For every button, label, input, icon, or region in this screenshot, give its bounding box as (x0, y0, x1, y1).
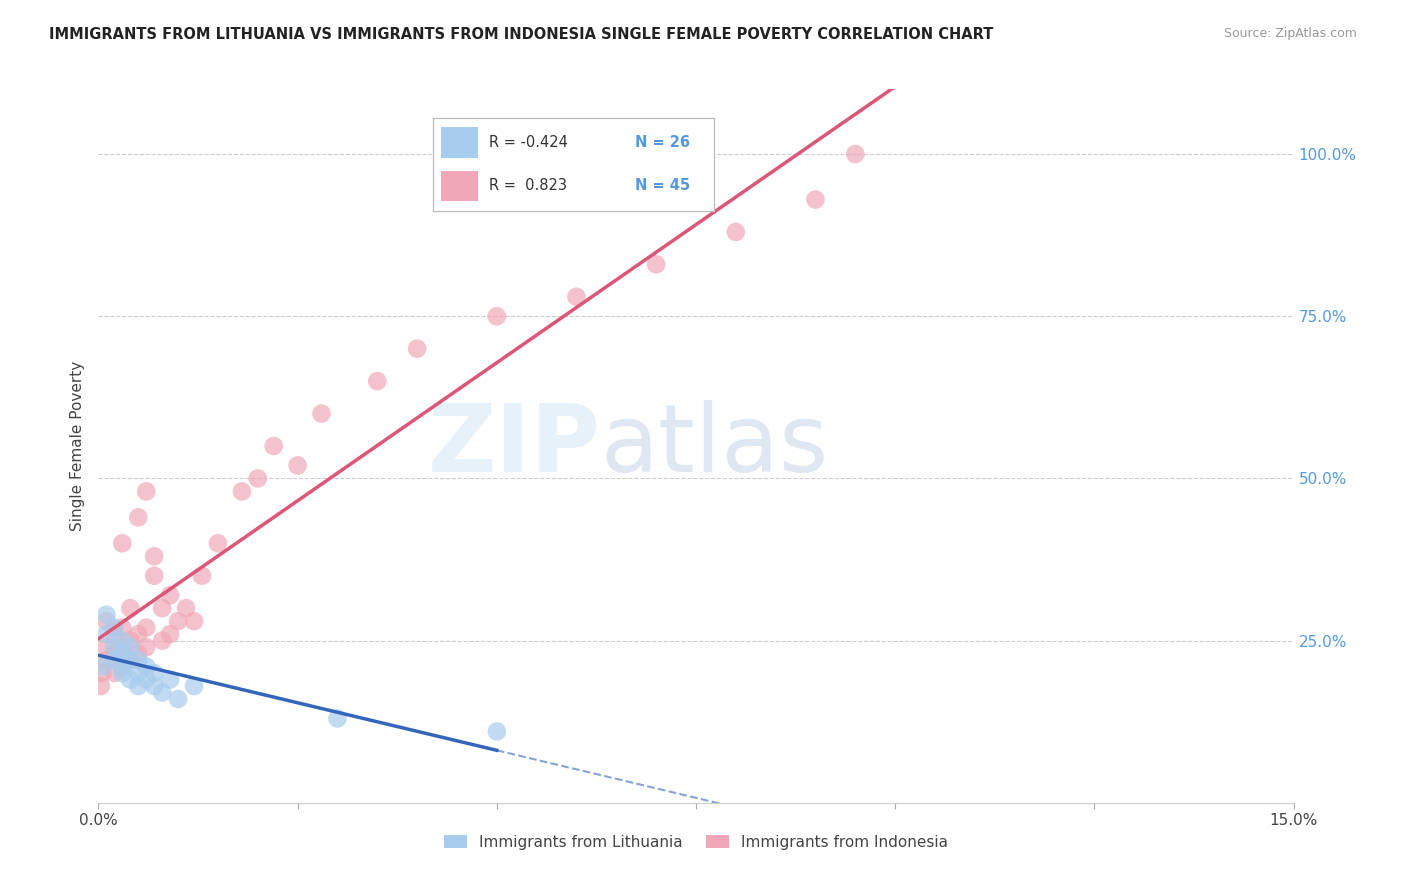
Point (111, 640, 134, 654)
Point (191, 568, 214, 582)
Y-axis label: Single Female Poverty: Single Female Poverty (69, 361, 84, 531)
Point (127, 679, 149, 693)
Point (120, 673, 142, 687)
Point (231, 484, 253, 499)
Point (135, 673, 157, 687)
Point (485, 310, 508, 324)
Point (844, 147, 866, 161)
Point (167, 614, 190, 628)
Point (103, 640, 125, 654)
Point (103, 666, 125, 681)
Point (91, 666, 114, 681)
Point (103, 647, 125, 661)
Text: Source: ZipAtlas.com: Source: ZipAtlas.com (1223, 27, 1357, 40)
Point (111, 647, 134, 661)
Point (111, 621, 134, 635)
Point (143, 568, 166, 582)
Point (127, 647, 149, 661)
Point (135, 621, 157, 635)
Point (174, 601, 197, 615)
Point (143, 679, 166, 693)
Point (127, 627, 149, 641)
Point (111, 659, 134, 673)
Point (135, 659, 157, 673)
Point (143, 549, 166, 564)
Text: IMMIGRANTS FROM LITHUANIA VS IMMIGRANTS FROM INDONESIA SINGLE FEMALE POVERTY COR: IMMIGRANTS FROM LITHUANIA VS IMMIGRANTS … (49, 27, 994, 42)
Point (120, 640, 142, 654)
Point (183, 679, 205, 693)
Point (127, 510, 149, 524)
Point (103, 627, 125, 641)
Point (159, 673, 181, 687)
Point (311, 407, 333, 421)
Text: atlas: atlas (600, 400, 828, 492)
Point (103, 621, 125, 635)
Point (91, 659, 114, 673)
Point (96, 627, 118, 641)
Point (127, 653, 149, 667)
Point (246, 471, 269, 485)
Point (111, 666, 134, 681)
Point (120, 601, 142, 615)
Point (120, 653, 142, 667)
Point (135, 484, 157, 499)
Point (485, 724, 508, 739)
Point (366, 374, 388, 388)
Point (724, 225, 747, 239)
Legend: Immigrants from Lithuania, Immigrants from Indonesia: Immigrants from Lithuania, Immigrants fr… (437, 829, 955, 855)
Point (406, 342, 429, 356)
Point (565, 290, 588, 304)
Point (90, 679, 112, 693)
Point (645, 257, 668, 271)
Point (111, 536, 134, 550)
Point (96, 653, 118, 667)
Point (143, 666, 166, 681)
Point (103, 653, 125, 667)
Point (111, 633, 134, 648)
Point (120, 633, 142, 648)
Point (326, 711, 349, 725)
Point (183, 614, 205, 628)
Point (150, 601, 173, 615)
Point (96, 640, 118, 654)
Point (111, 659, 134, 673)
Point (150, 685, 173, 699)
Point (135, 640, 157, 654)
Point (804, 193, 827, 207)
Point (127, 666, 149, 681)
Point (287, 458, 309, 473)
Point (207, 536, 229, 550)
Point (150, 633, 173, 648)
Point (167, 692, 190, 706)
Text: ZIP: ZIP (427, 400, 600, 492)
Point (120, 653, 142, 667)
Point (159, 588, 181, 602)
Point (263, 439, 285, 453)
Point (96, 607, 118, 622)
Point (159, 627, 181, 641)
Point (96, 614, 118, 628)
